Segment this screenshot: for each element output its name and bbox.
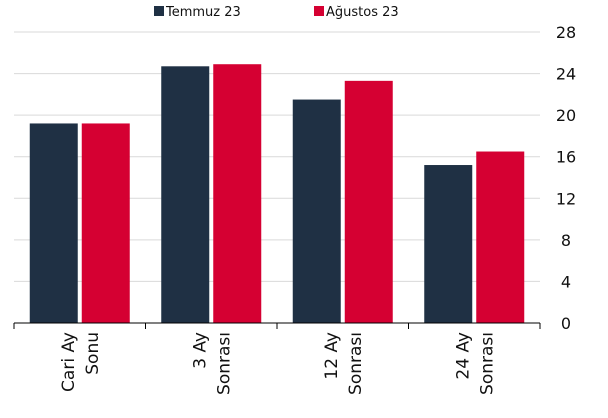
x-tick-label: Sonu bbox=[83, 332, 103, 375]
x-tick-label: 12 Ay bbox=[322, 332, 342, 380]
y-tick-label: 0 bbox=[561, 314, 571, 333]
legend-label: Ağustos 23 bbox=[326, 5, 399, 20]
legend-label: Temmuz 23 bbox=[165, 5, 241, 20]
x-tick-label: Cari Ay bbox=[59, 332, 79, 392]
bar bbox=[292, 99, 341, 323]
legend-swatch bbox=[314, 6, 324, 16]
x-tick-label: Sonrası bbox=[346, 332, 366, 395]
bar bbox=[81, 123, 130, 323]
legend-swatch bbox=[154, 6, 164, 16]
bar bbox=[213, 64, 262, 323]
bar bbox=[344, 80, 393, 323]
x-tick-label: 3 Ay bbox=[190, 332, 210, 369]
y-tick-label: 8 bbox=[561, 231, 571, 250]
x-tick-label: Sonrası bbox=[477, 332, 497, 395]
y-tick-label: 24 bbox=[556, 65, 576, 84]
bar bbox=[29, 123, 78, 323]
bar bbox=[476, 151, 525, 323]
x-tick-label: 24 Ay bbox=[453, 332, 473, 380]
y-tick-label: 20 bbox=[556, 106, 576, 125]
y-tick-label: 12 bbox=[556, 189, 576, 208]
x-tick-label: Sonrası bbox=[214, 332, 234, 395]
bar bbox=[424, 165, 473, 323]
y-tick-label: 28 bbox=[556, 23, 576, 42]
y-tick-label: 16 bbox=[556, 148, 576, 167]
bar bbox=[161, 66, 210, 324]
y-tick-label: 4 bbox=[561, 272, 571, 291]
